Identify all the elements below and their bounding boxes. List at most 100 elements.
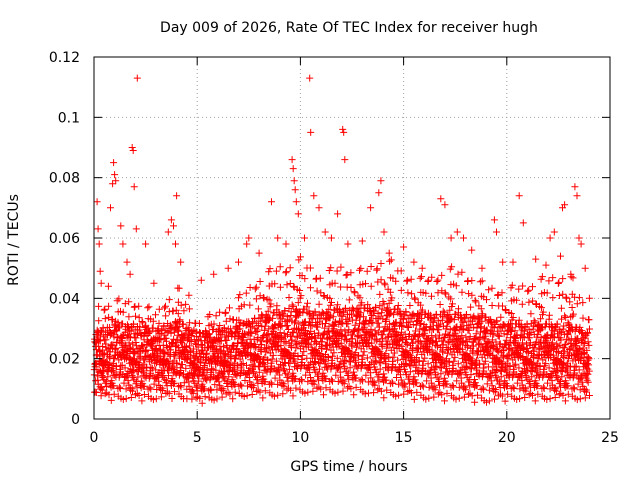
data-point <box>332 371 340 379</box>
data-point <box>458 288 466 296</box>
data-point <box>377 260 385 267</box>
data-point <box>224 389 232 396</box>
data-point <box>501 322 509 330</box>
data-point-outlier <box>447 234 455 242</box>
data-point <box>519 282 527 290</box>
data-point <box>441 289 449 297</box>
data-point <box>401 359 409 367</box>
data-point <box>379 331 387 339</box>
data-point <box>492 366 500 374</box>
data-point <box>109 341 117 349</box>
data-point <box>475 340 483 348</box>
data-point <box>163 388 171 396</box>
data-point <box>555 292 563 299</box>
data-point <box>394 302 402 309</box>
data-point <box>337 373 345 381</box>
data-point <box>112 344 120 352</box>
x-tick-label: 15 <box>395 430 413 446</box>
data-point-outlier <box>291 186 299 194</box>
data-point <box>483 380 491 388</box>
data-point <box>402 308 410 316</box>
data-point <box>358 376 366 383</box>
data-point <box>229 395 237 403</box>
data-point <box>560 354 568 361</box>
data-point <box>585 355 593 363</box>
data-point <box>216 308 224 316</box>
data-point <box>485 386 493 394</box>
data-point <box>361 317 369 325</box>
data-point <box>265 268 273 276</box>
data-point <box>480 386 488 394</box>
data-point <box>138 341 146 349</box>
data-point <box>231 388 239 396</box>
data-point <box>357 264 365 272</box>
data-point <box>390 311 398 319</box>
data-point <box>445 358 453 366</box>
data-point <box>98 386 106 394</box>
data-point <box>373 265 381 273</box>
data-point <box>519 353 527 360</box>
data-point <box>452 395 460 403</box>
data-point <box>461 315 469 323</box>
data-point <box>360 348 368 356</box>
data-point <box>341 327 349 335</box>
data-point <box>438 391 446 399</box>
data-point <box>437 370 445 378</box>
data-point <box>122 342 130 350</box>
data-point <box>419 357 427 365</box>
data-point <box>499 347 507 355</box>
data-point <box>162 312 170 320</box>
x-axis-label: GPS time / hours <box>290 459 407 475</box>
data-point <box>371 357 379 365</box>
data-point-outlier <box>185 291 193 299</box>
data-point <box>256 388 264 396</box>
data-point <box>437 355 445 363</box>
data-point <box>380 370 388 378</box>
data-point <box>278 333 285 341</box>
data-point <box>398 342 406 350</box>
data-point-outlier <box>550 228 558 236</box>
data-point <box>410 312 418 320</box>
data-point <box>337 326 345 334</box>
data-point <box>436 331 444 339</box>
data-point <box>206 311 214 318</box>
data-point <box>246 301 254 309</box>
data-point <box>418 381 426 389</box>
data-point <box>254 305 262 313</box>
data-point <box>219 328 227 336</box>
data-point <box>544 379 551 387</box>
data-point <box>267 366 275 374</box>
data-point <box>330 349 338 357</box>
data-point <box>474 391 481 399</box>
data-point <box>288 301 296 309</box>
data-point <box>568 304 576 311</box>
data-point <box>142 346 150 354</box>
data-point <box>306 264 314 272</box>
data-point <box>488 329 496 337</box>
data-point <box>115 324 123 332</box>
data-point-outlier <box>327 234 335 242</box>
data-point <box>140 391 148 398</box>
data-point <box>572 362 580 370</box>
data-point <box>192 394 200 402</box>
data-point <box>356 294 364 302</box>
data-point <box>322 375 330 383</box>
data-point <box>519 333 527 341</box>
data-point <box>271 280 279 288</box>
data-point <box>268 355 276 363</box>
data-point <box>363 354 371 362</box>
data-point <box>393 374 400 381</box>
data-point-outlier <box>289 165 297 173</box>
data-point <box>243 392 251 400</box>
data-point-outlier <box>123 258 131 266</box>
data-point <box>543 289 551 297</box>
data-point <box>439 307 447 315</box>
x-tick-label: 20 <box>498 430 516 446</box>
data-point <box>471 376 478 383</box>
x-tick-label: 0 <box>90 430 99 446</box>
data-point <box>554 349 562 357</box>
data-point <box>564 331 572 339</box>
data-point <box>135 302 143 310</box>
data-point <box>175 327 183 335</box>
